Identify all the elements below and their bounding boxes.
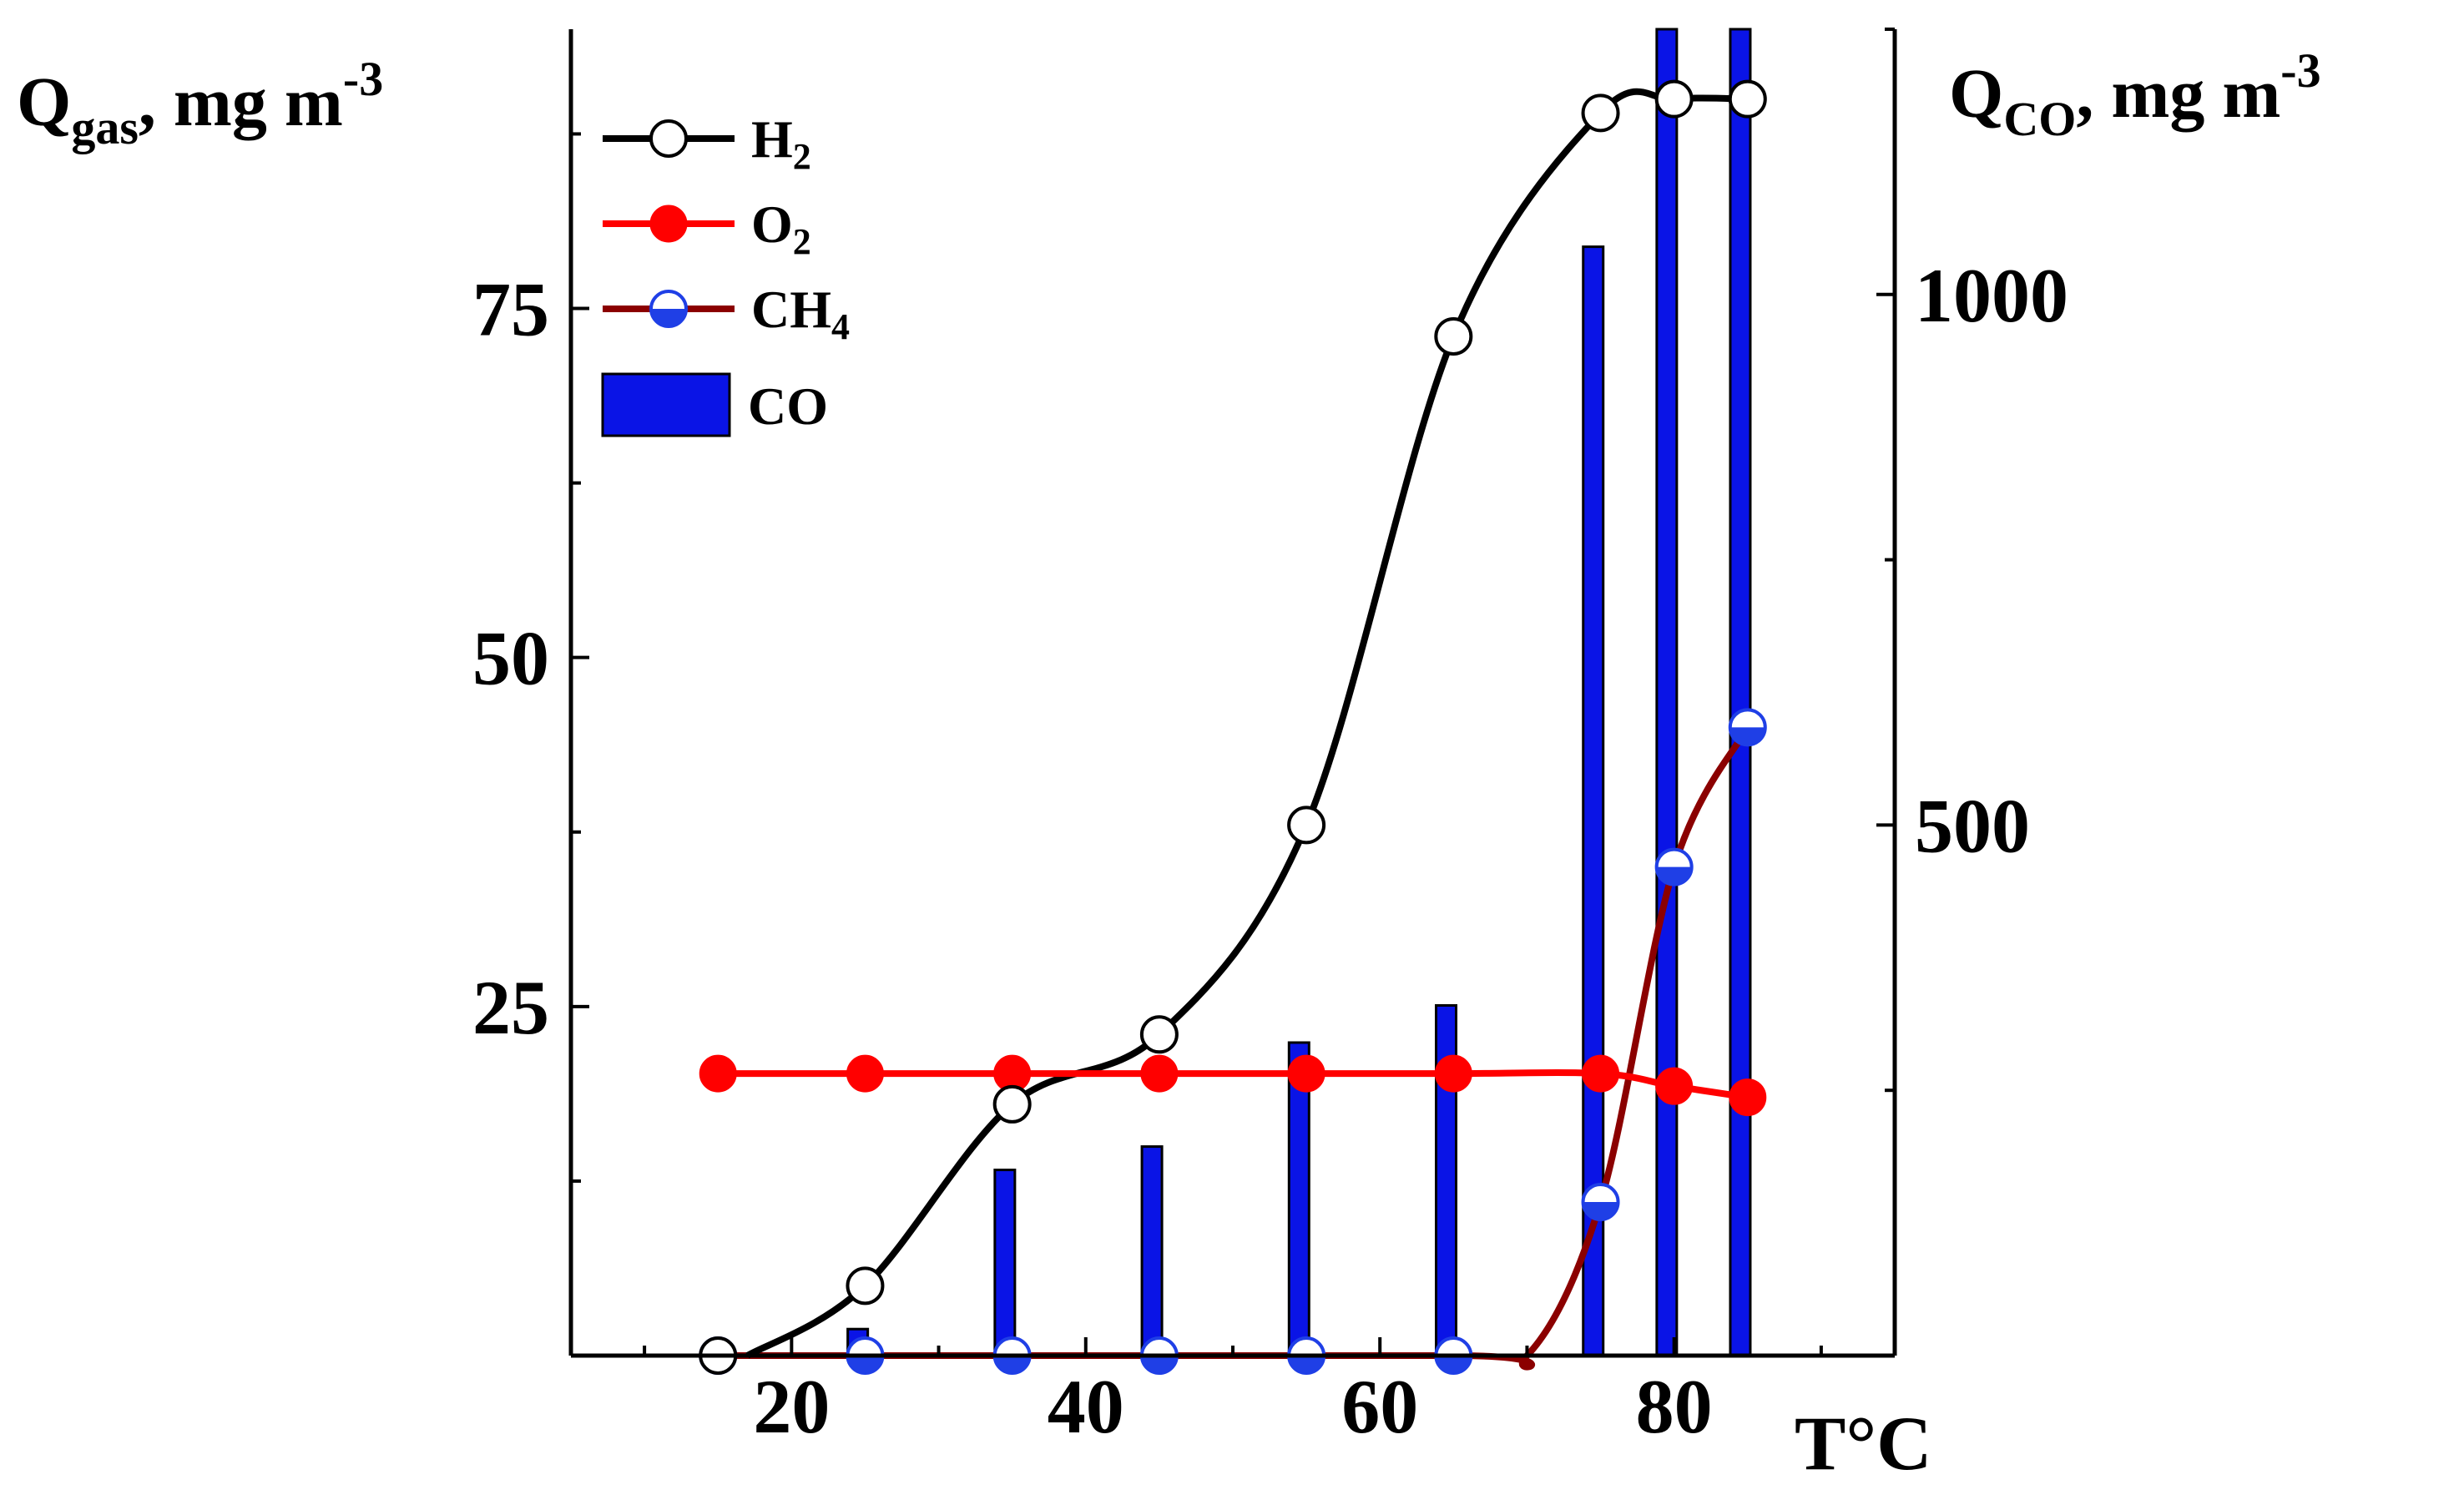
co-bar-3 xyxy=(1287,1041,1310,1357)
ch4-point-8-fill xyxy=(1729,727,1765,745)
co-bar-6 xyxy=(1655,28,1679,1357)
legend-h2-sub: 2 xyxy=(793,136,811,177)
right-tick-label-0: 500 xyxy=(1915,783,2030,868)
ch4-point-7-fill xyxy=(1656,866,1692,885)
x-tick-label-1: 40 xyxy=(1048,1364,1124,1449)
o2-point-8 xyxy=(1729,1078,1767,1117)
ch4-point-7 xyxy=(1654,847,1694,886)
ch4-point-2-fill xyxy=(994,1356,1030,1373)
ch4-point-1-fill xyxy=(847,1356,883,1373)
legend-ch4-marker-fill xyxy=(651,309,686,326)
legend-h2-label: H2 xyxy=(751,109,811,177)
legend-ch4-sub: 4 xyxy=(831,306,850,347)
legend-ch4-marker xyxy=(649,290,688,328)
right-tick-label-1: 1000 xyxy=(1915,253,2068,338)
left-tick-label-1: 50 xyxy=(472,616,549,701)
h2-point-1 xyxy=(846,1266,885,1306)
legend-co-swatch xyxy=(601,372,731,437)
legend-o2-label: O2 xyxy=(751,194,811,262)
ch4-point-4-fill xyxy=(1289,1356,1325,1373)
o2-line xyxy=(718,1069,1749,1101)
left-axis-title-sup: -3 xyxy=(343,52,383,106)
co-bars xyxy=(846,28,1752,1357)
ch4-point-1 xyxy=(846,1336,885,1375)
right-axis-title-main: Q xyxy=(1949,55,2003,133)
left-axis-title-tail: , mg m xyxy=(139,63,343,141)
right-axis-title: QCO, mg m-3 xyxy=(1949,43,2321,146)
legend-co-label: CO xyxy=(748,376,828,436)
legend-o2-marker xyxy=(649,205,688,243)
co-bar-2 xyxy=(1140,1145,1164,1357)
left-tick-label-2: 75 xyxy=(472,267,549,352)
h2-point-6 xyxy=(1581,93,1620,133)
right-axis-title-sub: CO xyxy=(2003,92,2076,146)
legend-o2-sub: 2 xyxy=(793,221,811,262)
x-tick-label-0: 20 xyxy=(753,1364,830,1449)
left-axis-title: Qgas, mg m-3 xyxy=(17,52,383,154)
ch4-point-5-fill xyxy=(1436,1356,1472,1373)
x-tick-label-3: 80 xyxy=(1636,1364,1713,1449)
right-axis-title-tail: , mg m xyxy=(2076,55,2280,133)
ch4-point-6-fill xyxy=(1583,1202,1618,1220)
left-axis-title-sub: gas xyxy=(71,100,139,154)
co-bar-1 xyxy=(993,1169,1017,1357)
h2-point-7 xyxy=(1654,79,1694,119)
co-bar-5 xyxy=(1582,245,1605,1357)
o2-point-7 xyxy=(1655,1067,1694,1105)
left-axis-title-main: Q xyxy=(17,63,71,141)
legend-o2-name: O xyxy=(751,194,793,254)
legend-ch4-label: CH4 xyxy=(751,280,850,347)
o2-point-5 xyxy=(1434,1054,1472,1093)
o2-point-3 xyxy=(1140,1054,1179,1093)
x-tick-label-2: 60 xyxy=(1341,1364,1418,1449)
o2-point-1 xyxy=(846,1054,884,1093)
legend-h2-name: H xyxy=(751,109,793,169)
ch4-point-6 xyxy=(1581,1183,1620,1222)
left-tick-label-0: 25 xyxy=(472,965,549,1050)
h2-point-8 xyxy=(1728,79,1767,119)
o2-point-4 xyxy=(1287,1054,1325,1093)
h2-point-4 xyxy=(1287,806,1326,845)
legend-ch4-name: CH xyxy=(751,280,831,339)
ch4-point-8 xyxy=(1728,708,1767,747)
o2-point-6 xyxy=(1582,1054,1620,1093)
h2-point-5 xyxy=(1434,316,1473,356)
axis-ticks: 20 40 60 80 25 50 75 500 1000 xyxy=(472,28,2068,1449)
h2-point-3 xyxy=(1139,1015,1179,1054)
h2-point-2 xyxy=(992,1084,1032,1124)
co-bar-7 xyxy=(1729,28,1752,1357)
legend-h2-marker xyxy=(649,119,688,158)
ch4-point-3-fill xyxy=(1141,1356,1177,1373)
right-axis-title-sup: -3 xyxy=(2280,43,2320,98)
o2-point-0 xyxy=(699,1054,737,1093)
x-axis-title: T°C xyxy=(1795,1401,1932,1486)
